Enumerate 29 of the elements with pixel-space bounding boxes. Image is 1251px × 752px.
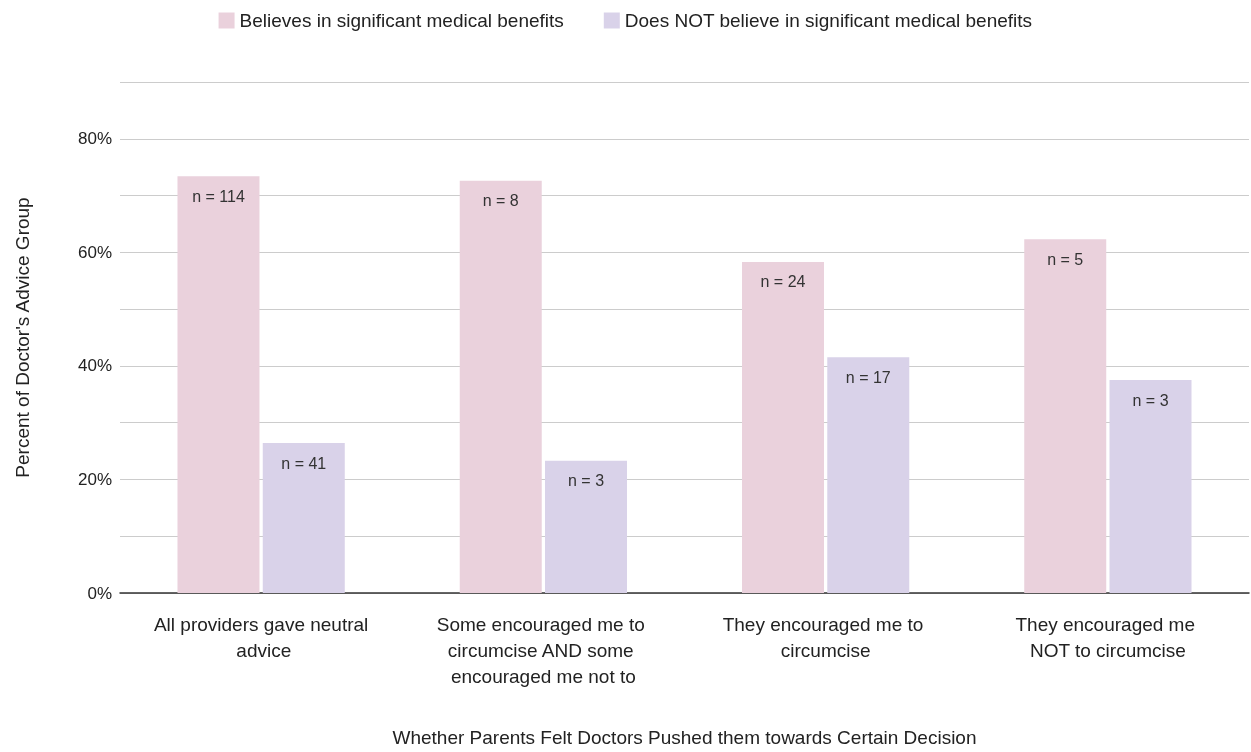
x-tick-label: They encouraged me to circumcise xyxy=(722,613,929,661)
x-axis-title: Whether Parents Felt Doctors Pushed them towards Certain Decision xyxy=(392,727,977,748)
y-tick-label: 40% xyxy=(77,356,112,376)
x-tick-label: They encouraged me NOT to circumcise xyxy=(1015,613,1201,661)
y-axis-title: Percent of Doctor's Advice Group xyxy=(12,197,33,478)
annotation: n = 5 xyxy=(1047,250,1084,268)
x-tick-label: Some encouraged me to circumcise AND some encouraged me not to xyxy=(436,613,651,687)
annotation: n = 3 xyxy=(1132,391,1169,409)
y-tick-label: 80% xyxy=(77,129,112,149)
annotation: n = 114 xyxy=(192,187,245,205)
annotation: n = 8 xyxy=(482,192,519,210)
bar xyxy=(1024,239,1107,593)
y-tick-label: 60% xyxy=(77,242,112,262)
bar xyxy=(827,357,910,593)
bar xyxy=(1109,380,1192,593)
bar xyxy=(545,460,628,593)
x-tick-label: All providers gave neutral advice xyxy=(153,613,369,661)
bar xyxy=(459,180,542,593)
bar xyxy=(177,176,260,593)
annotation: n = 17 xyxy=(845,368,891,386)
bar xyxy=(262,443,345,593)
annotation: n = 24 xyxy=(760,273,806,291)
bar xyxy=(741,261,824,593)
annotation: n = 41 xyxy=(281,454,327,472)
legend-label: Does NOT believe in significant medical benefits xyxy=(624,10,1033,31)
y-tick-label: 20% xyxy=(77,469,112,489)
legend-label: Believes in significant medical benefits xyxy=(239,10,564,31)
annotation: n = 3 xyxy=(568,472,605,490)
y-tick-label: 0% xyxy=(87,583,112,603)
